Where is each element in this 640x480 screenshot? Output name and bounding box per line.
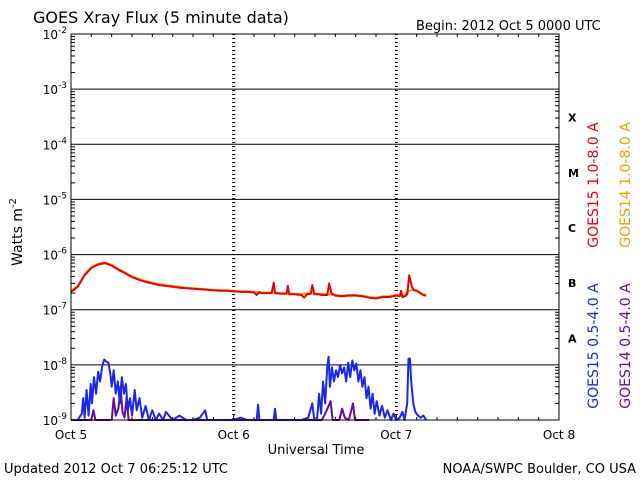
series-line [70,262,427,300]
flare-class-label: A [568,332,577,345]
y-tick-label: 10-5 [43,191,67,207]
flare-class-label: C [568,222,576,235]
y-tick-base: 10 [43,359,58,373]
y-tick-exponent: -8 [58,357,67,367]
y-axis-label: Watts m-2 [8,198,26,266]
legend-entry: GOES15 1.0-8.0 A [586,122,602,248]
flare-class-label: B [568,277,576,290]
y-tick-exponent: -6 [58,247,67,257]
x-tick-label: Oct 5 [55,428,87,442]
y-tick-label: 10-6 [43,247,68,263]
legend: GOES15 1.0-8.0 A GOES14 1.0-8.0 A GOES15 0… [586,122,634,409]
y-tick-label: 10-4 [43,136,68,152]
y-tick-base: 10 [43,138,58,152]
y-tick-exponent: -5 [58,191,67,201]
flare-class-label: M [568,167,579,180]
flare-class-label: X [568,112,577,125]
chart-title: GOES Xray Flux (5 minute data) [33,8,289,27]
y-tick-base: 10 [43,249,58,263]
y-tick-label: 10-3 [43,81,67,97]
begin-label: Begin: 2012 Oct 5 0000 UTC [416,19,601,34]
legend-entry: GOES14 1.0-8.0 A [618,122,634,248]
x-tick-label: Oct 6 [218,428,250,442]
plot-frame [70,33,560,421]
y-tick-base: 10 [43,28,58,42]
y-axis-label-text: Watts m [10,208,26,266]
x-tick-label: Oct 7 [380,428,412,442]
y-tick-label: 10-8 [43,357,68,373]
legend-entry: GOES15 0.5-4.0 A [586,283,602,409]
plot-grid [70,34,560,420]
y-tick-label: 10-9 [43,412,68,428]
y-tick-exponent: -7 [58,302,67,312]
x-tick-label: Oct 8 [543,428,575,442]
y-axis-label-sup: -2 [8,198,19,208]
y-tick-exponent: -4 [58,136,67,146]
y-tick-label: 10-7 [43,302,67,318]
y-tick-base: 10 [43,193,58,207]
y-tick-base: 10 [43,83,58,97]
credit-label: NOAA/SWPC Boulder, CO USA [443,462,636,477]
data-series [70,261,428,421]
y-tick-base: 10 [43,414,58,428]
y-tick-base: 10 [43,304,58,318]
y-tick-exponent: -2 [58,26,67,36]
y-tick-label: 10-2 [43,26,67,42]
legend-entry: GOES14 0.5-4.0 A [618,283,634,409]
y-tick-exponent: -9 [58,412,67,422]
updated-timestamp: Updated 2012 Oct 7 06:25:12 UTC [4,462,228,477]
x-axis-label: Universal Time [268,443,365,458]
y-tick-exponent: -3 [58,81,67,91]
